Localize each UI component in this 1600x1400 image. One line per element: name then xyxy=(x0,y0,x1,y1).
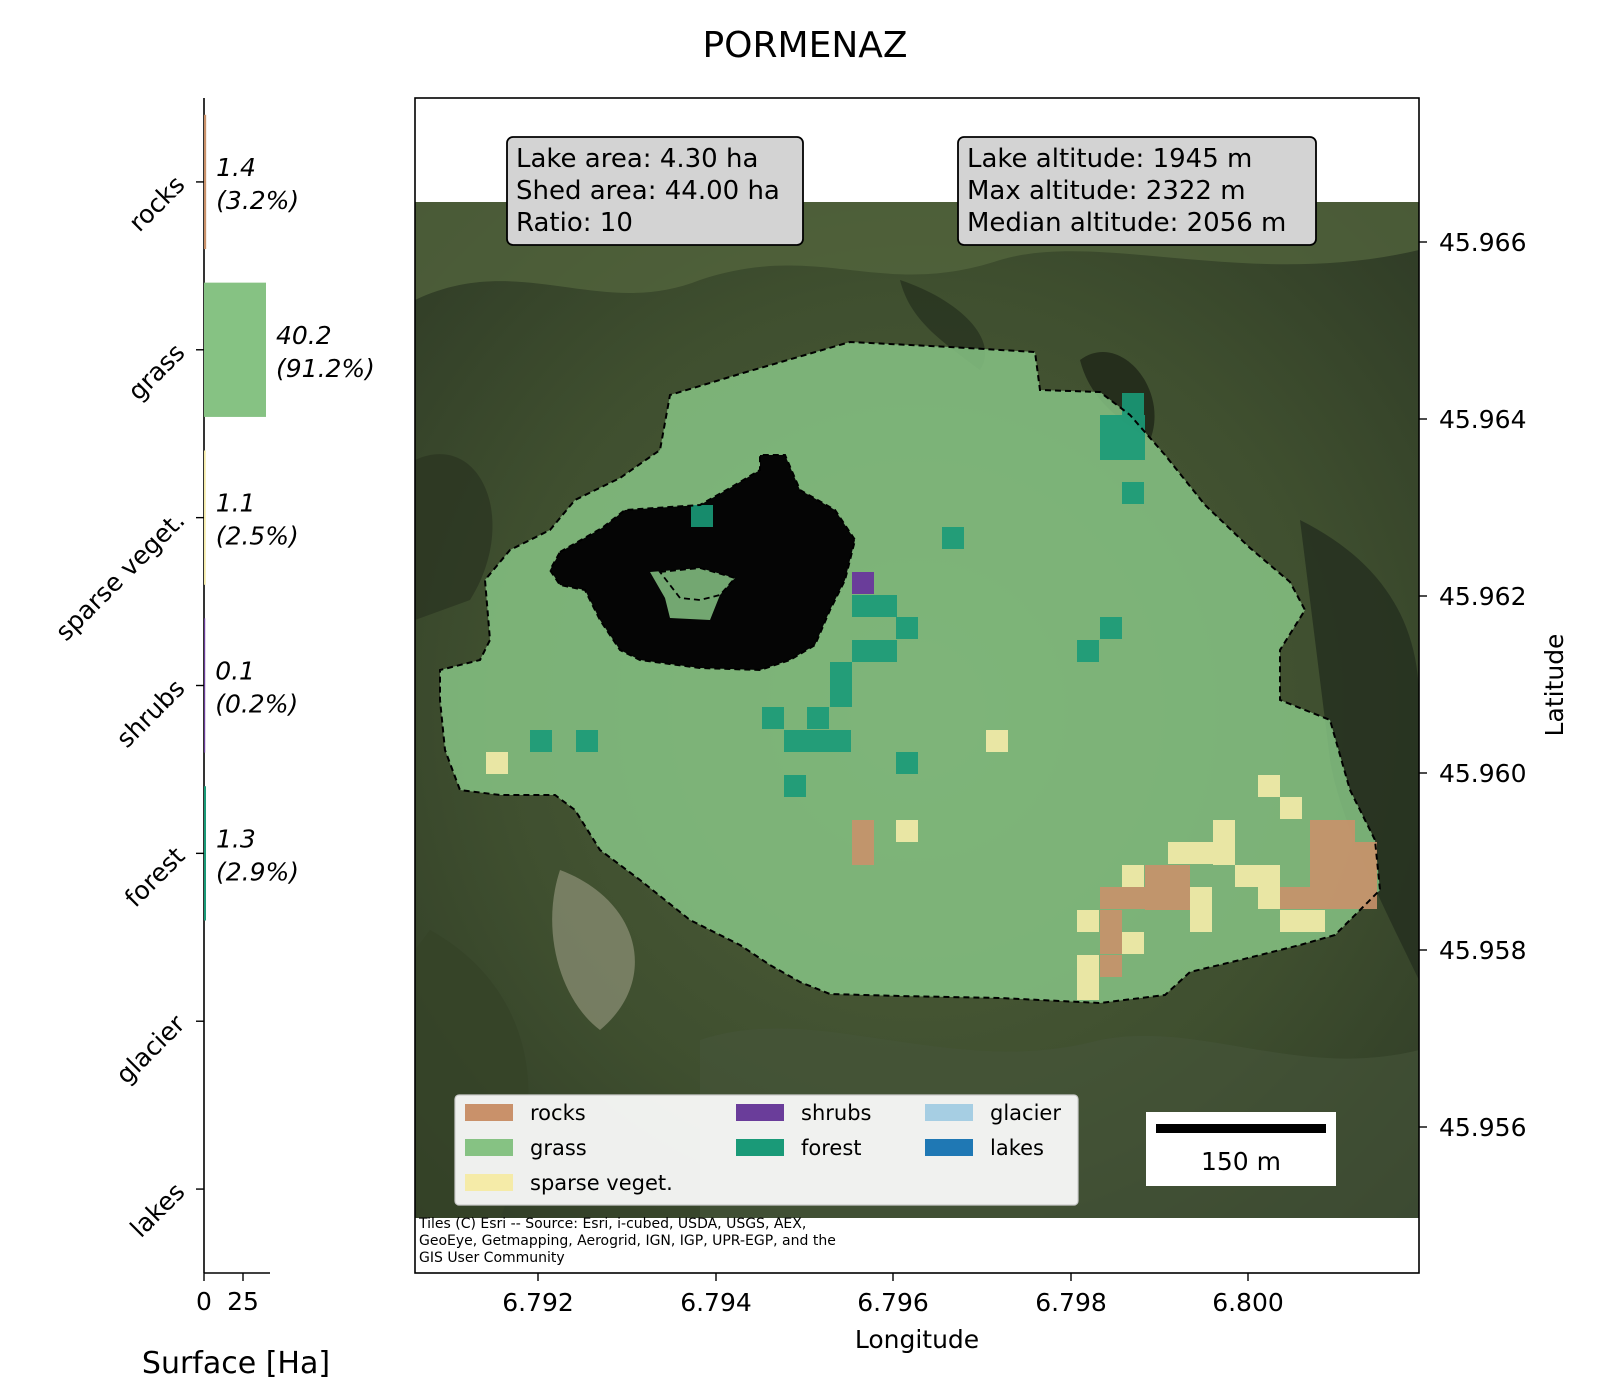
legend-swatch-sparse-veget xyxy=(465,1174,513,1191)
latitude-tick-label: 45.962 xyxy=(1439,582,1526,611)
bar-value-label: 1.4 xyxy=(216,153,256,182)
bar-category-labels: rocks grass sparse veget. shrubs forest glaci… xyxy=(50,170,191,1243)
landcover-overlay xyxy=(439,340,1382,1005)
bar-value-label: 40.2 xyxy=(276,321,332,350)
bar-forest xyxy=(204,786,207,921)
rocks-cells xyxy=(852,820,1377,977)
legend-swatch-glacier xyxy=(925,1104,973,1121)
bar-value-label: 1.1 xyxy=(216,489,256,518)
island xyxy=(650,568,735,620)
attribution-line-3: GIS User Community xyxy=(419,1250,565,1266)
map-legend: rocks grass sparse veget. shrubs forest glaci… xyxy=(454,1094,1079,1206)
max-altitude-text: Max altitude: 2322 m xyxy=(967,176,1246,206)
latitude-tick-label: 45.964 xyxy=(1439,405,1526,434)
shrubs-cell xyxy=(852,572,874,594)
bar-category-label: lakes xyxy=(125,1177,191,1243)
attribution-line-2: GeoEye, Getmapping, Aerogrid, IGN, IGP, … xyxy=(419,1233,836,1249)
bar-grass xyxy=(204,282,266,417)
bar-percent-label: (2.5%) xyxy=(216,522,299,551)
legend-swatch-lakes xyxy=(925,1139,973,1156)
shed-area-text: Shed area: 44.00 ha xyxy=(516,176,780,206)
lake-altitude-text: Lake altitude: 1945 m xyxy=(967,144,1252,174)
island-boundary xyxy=(658,567,737,601)
bar-shrubs xyxy=(204,618,206,753)
longitude-axis-label: Longitude xyxy=(855,1325,979,1354)
longitude-tick-label: 6.796 xyxy=(857,1288,929,1317)
legend-label-shrubs: shrubs xyxy=(801,1101,871,1125)
latitude-ticks: 45.966 45.964 45.962 45.960 45.958 45.956 xyxy=(1419,228,1526,1142)
lake-area-text: Lake area: 4.30 ha xyxy=(516,144,758,174)
map-frame xyxy=(414,97,1420,1274)
legend-label-grass: grass xyxy=(530,1136,587,1160)
latitude-axis-label: Latitude xyxy=(1540,634,1569,737)
legend-label-lakes: lakes xyxy=(990,1136,1044,1160)
longitude-ticks: 6.792 6.794 6.796 6.798 6.800 xyxy=(502,1273,1284,1317)
bar-x-tick-label-0: 0 xyxy=(196,1287,212,1316)
scale-bar-label: 150 m xyxy=(1201,1147,1281,1176)
bar-y-ticks xyxy=(196,181,204,1190)
ratio-text: Ratio: 10 xyxy=(516,208,633,238)
bar-percent-label: (0.2%) xyxy=(215,690,298,719)
bar-category-label: shrubs xyxy=(111,673,191,753)
latitude-tick-label: 45.960 xyxy=(1439,759,1526,788)
legend-swatch-forest xyxy=(736,1139,784,1156)
legend-label-glacier: glacier xyxy=(990,1101,1061,1125)
legend-swatch-shrubs xyxy=(736,1104,784,1121)
bar-value-label: 1.3 xyxy=(216,824,256,853)
median-altitude-text: Median altitude: 2056 m xyxy=(967,208,1286,238)
latitude-tick-label: 45.956 xyxy=(1439,1113,1526,1142)
legend-label-forest: forest xyxy=(801,1136,862,1160)
bar-category-label: glacier xyxy=(110,1009,191,1090)
bar-panel: rocks grass sparse veget. shrubs forest glaci… xyxy=(50,98,375,1381)
bar-percent-label: (3.2%) xyxy=(216,186,299,215)
watershed-boundary xyxy=(439,340,1382,1005)
sparse-vegetation-cells xyxy=(486,730,1325,1000)
latitude-tick-label: 45.958 xyxy=(1439,936,1526,965)
bar-category-label: sparse veget. xyxy=(50,506,191,647)
figure-title: PORMENAZ xyxy=(702,25,907,66)
scale-bar: 150 m xyxy=(1146,1112,1336,1186)
bar-sparse-veget xyxy=(204,450,206,585)
bar-category-label: rocks xyxy=(123,170,190,237)
bar-rocks xyxy=(204,114,207,250)
bar-category-label: grass xyxy=(122,338,190,406)
legend-label-sparse-veget: sparse veget. xyxy=(530,1171,673,1195)
altitude-info-box: Lake altitude: 1945 m Max altitude: 2322… xyxy=(957,136,1317,246)
bar-value-label: 0.1 xyxy=(215,657,255,686)
attribution-line-1: Tiles (C) Esri -- Source: Esri, i-cubed,… xyxy=(418,1216,806,1232)
map-attribution: Tiles (C) Esri -- Source: Esri, i-cubed,… xyxy=(418,1216,836,1266)
map-panel: Lake area: 4.30 ha Shed area: 44.00 ha R… xyxy=(414,97,1569,1354)
bar-value-labels: 1.4 (3.2%) 40.2 (91.2%) 1.1 (2.5%) 0.1 (0.2%) 1.… xyxy=(215,153,375,886)
legend-swatch-rocks xyxy=(465,1104,513,1121)
longitude-tick-label: 6.792 xyxy=(502,1288,574,1317)
legend-swatch-grass xyxy=(465,1139,513,1156)
forest-cells xyxy=(530,393,1145,797)
lake-area-info-box: Lake area: 4.30 ha Shed area: 44.00 ha R… xyxy=(506,136,804,246)
legend-label-rocks: rocks xyxy=(530,1101,586,1125)
bar-category-label: forest xyxy=(119,841,191,913)
bar-percent-label: (91.2%) xyxy=(276,354,375,383)
longitude-tick-label: 6.800 xyxy=(1212,1288,1284,1317)
longitude-tick-label: 6.794 xyxy=(680,1288,752,1317)
longitude-tick-label: 6.798 xyxy=(1035,1288,1107,1317)
bar-percent-label: (2.9%) xyxy=(216,857,299,886)
lake xyxy=(550,455,855,670)
bar-x-tick-label-25: 25 xyxy=(227,1287,259,1316)
latitude-tick-label: 45.966 xyxy=(1439,228,1526,257)
bar-x-axis-label: Surface [Ha] xyxy=(142,1346,330,1381)
bar-marks xyxy=(204,114,266,921)
lake-boundary xyxy=(548,454,857,672)
